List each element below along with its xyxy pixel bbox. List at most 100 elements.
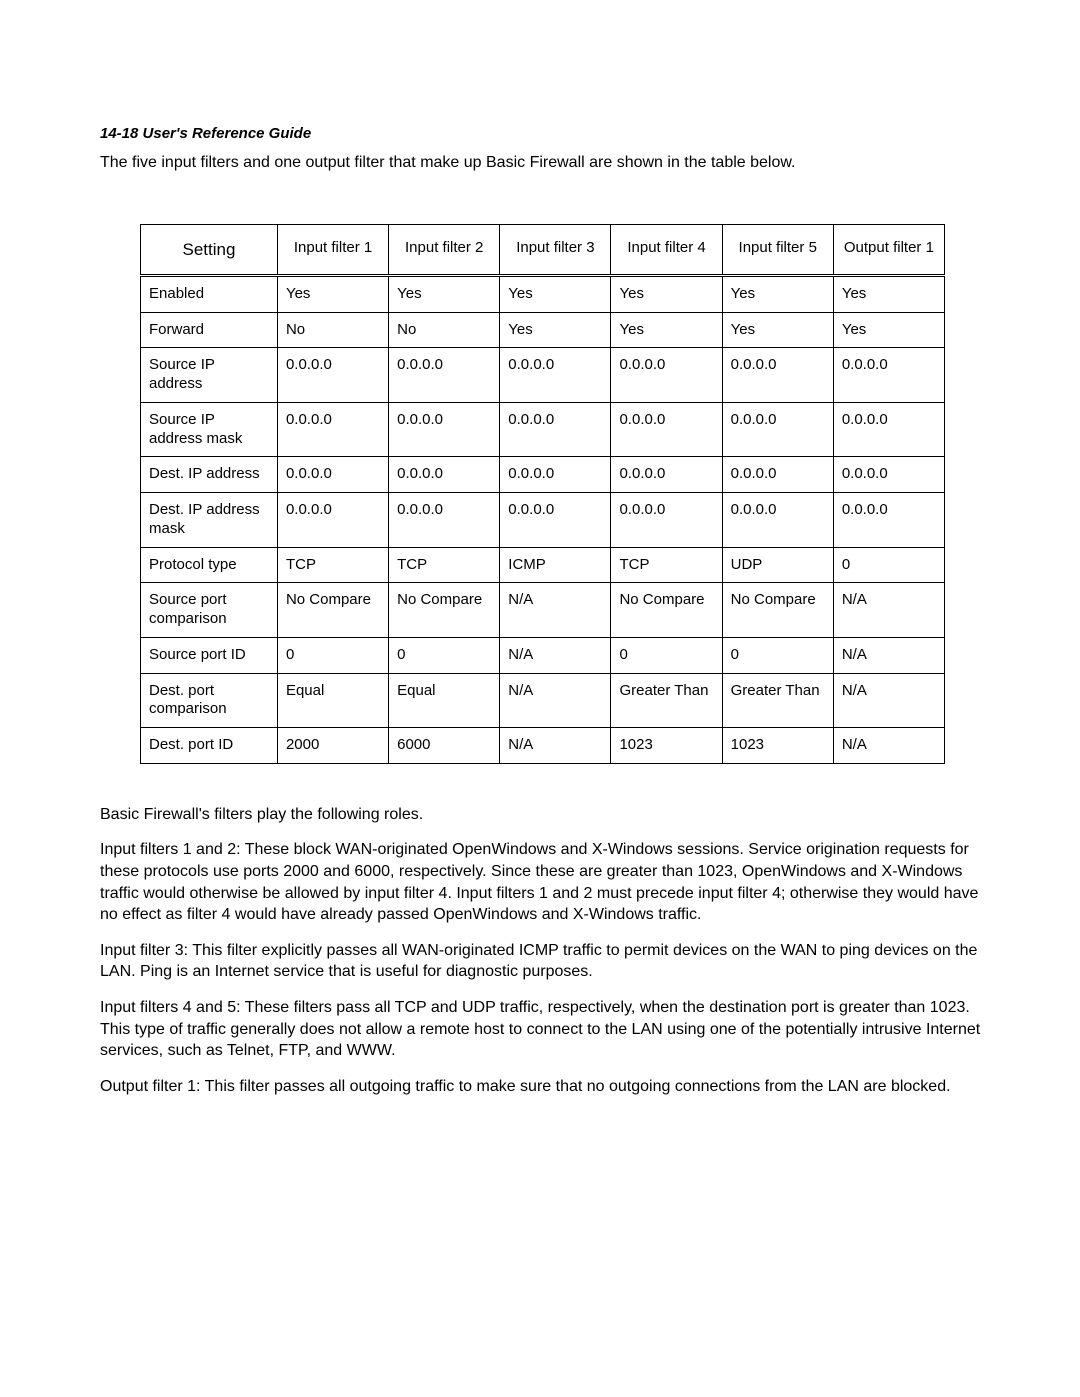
cell: N/A (833, 583, 944, 638)
cell: Protocol type (141, 547, 278, 583)
cell: Source IP address mask (141, 402, 278, 457)
cell: ICMP (500, 547, 611, 583)
col-setting: Setting (141, 224, 278, 275)
col-input-1: Input filter 1 (277, 224, 388, 275)
paragraph: Input filter 3: This filter explicitly p… (100, 940, 985, 983)
firewall-table-wrap: Setting Input filter 1 Input filter 2 In… (140, 224, 945, 764)
cell: Dest. IP address mask (141, 493, 278, 548)
paragraph: Input filters 1 and 2: These block WAN-o… (100, 839, 985, 925)
table-row: Enabled Yes Yes Yes Yes Yes Yes (141, 275, 945, 312)
cell: Yes (389, 275, 500, 312)
cell: Source port comparison (141, 583, 278, 638)
intro-text: The five input filters and one output fi… (100, 152, 985, 174)
table-row: Protocol type TCP TCP ICMP TCP UDP 0 (141, 547, 945, 583)
cell: TCP (611, 547, 722, 583)
cell: 0.0.0.0 (389, 348, 500, 403)
table-row: Source IP address 0.0.0.0 0.0.0.0 0.0.0.… (141, 348, 945, 403)
cell: 0.0.0.0 (611, 348, 722, 403)
cell: 0.0.0.0 (722, 457, 833, 493)
table-row: Source port ID 0 0 N/A 0 0 N/A (141, 637, 945, 673)
cell: No Compare (722, 583, 833, 638)
cell: Greater Than (611, 673, 722, 728)
cell: Yes (722, 275, 833, 312)
cell: Yes (611, 275, 722, 312)
paragraph: Input filters 4 and 5: These filters pas… (100, 997, 985, 1062)
cell: 0.0.0.0 (500, 402, 611, 457)
cell: 0.0.0.0 (389, 457, 500, 493)
table-body: Enabled Yes Yes Yes Yes Yes Yes Forward … (141, 275, 945, 763)
cell: Yes (500, 312, 611, 348)
cell: 1023 (722, 728, 833, 764)
cell: 0.0.0.0 (833, 493, 944, 548)
cell: Source port ID (141, 637, 278, 673)
table-row: Source port comparison No Compare No Com… (141, 583, 945, 638)
cell: No (389, 312, 500, 348)
cell: Dest. port comparison (141, 673, 278, 728)
cell: No Compare (611, 583, 722, 638)
cell: Yes (611, 312, 722, 348)
col-output-1: Output filter 1 (833, 224, 944, 275)
table-header-row: Setting Input filter 1 Input filter 2 In… (141, 224, 945, 275)
cell: N/A (833, 673, 944, 728)
cell: Dest. port ID (141, 728, 278, 764)
cell: 0.0.0.0 (277, 493, 388, 548)
cell: 0.0.0.0 (277, 348, 388, 403)
cell: 0.0.0.0 (833, 348, 944, 403)
cell: Greater Than (722, 673, 833, 728)
col-input-3: Input filter 3 (500, 224, 611, 275)
cell: 0 (277, 637, 388, 673)
cell: No (277, 312, 388, 348)
cell: 0.0.0.0 (611, 402, 722, 457)
cell: 0.0.0.0 (500, 493, 611, 548)
cell: 0.0.0.0 (500, 457, 611, 493)
cell: 0 (722, 637, 833, 673)
cell: 0 (389, 637, 500, 673)
cell: Forward (141, 312, 278, 348)
cell: 0.0.0.0 (833, 402, 944, 457)
cell: 0.0.0.0 (722, 493, 833, 548)
cell: 0.0.0.0 (611, 457, 722, 493)
table-row: Dest. IP address 0.0.0.0 0.0.0.0 0.0.0.0… (141, 457, 945, 493)
cell: N/A (500, 673, 611, 728)
cell: Yes (500, 275, 611, 312)
cell: N/A (500, 583, 611, 638)
cell: 6000 (389, 728, 500, 764)
cell: 0.0.0.0 (611, 493, 722, 548)
cell: 2000 (277, 728, 388, 764)
cell: UDP (722, 547, 833, 583)
firewall-table: Setting Input filter 1 Input filter 2 In… (140, 224, 945, 764)
table-row: Dest. port comparison Equal Equal N/A Gr… (141, 673, 945, 728)
cell: TCP (277, 547, 388, 583)
cell: N/A (500, 637, 611, 673)
cell: 0.0.0.0 (833, 457, 944, 493)
cell: 0.0.0.0 (722, 348, 833, 403)
cell: 0 (833, 547, 944, 583)
cell: 1023 (611, 728, 722, 764)
cell: Equal (389, 673, 500, 728)
table-row: Source IP address mask 0.0.0.0 0.0.0.0 0… (141, 402, 945, 457)
cell: 0.0.0.0 (277, 402, 388, 457)
cell: Yes (722, 312, 833, 348)
cell: N/A (500, 728, 611, 764)
cell: 0.0.0.0 (389, 402, 500, 457)
cell: 0.0.0.0 (389, 493, 500, 548)
cell: N/A (833, 728, 944, 764)
page: 14-18 User's Reference Guide The five in… (0, 0, 1080, 1397)
cell: 0.0.0.0 (722, 402, 833, 457)
col-input-5: Input filter 5 (722, 224, 833, 275)
cell: No Compare (277, 583, 388, 638)
cell: TCP (389, 547, 500, 583)
cell: No Compare (389, 583, 500, 638)
cell: Yes (833, 275, 944, 312)
cell: 0.0.0.0 (277, 457, 388, 493)
cell: Dest. IP address (141, 457, 278, 493)
cell: N/A (833, 637, 944, 673)
paragraph: Basic Firewall's filters play the follow… (100, 804, 985, 826)
cell: Source IP address (141, 348, 278, 403)
cell: Yes (277, 275, 388, 312)
col-input-2: Input filter 2 (389, 224, 500, 275)
table-row: Dest. port ID 2000 6000 N/A 1023 1023 N/… (141, 728, 945, 764)
page-header: 14-18 User's Reference Guide (100, 125, 985, 142)
cell: 0 (611, 637, 722, 673)
cell: Yes (833, 312, 944, 348)
